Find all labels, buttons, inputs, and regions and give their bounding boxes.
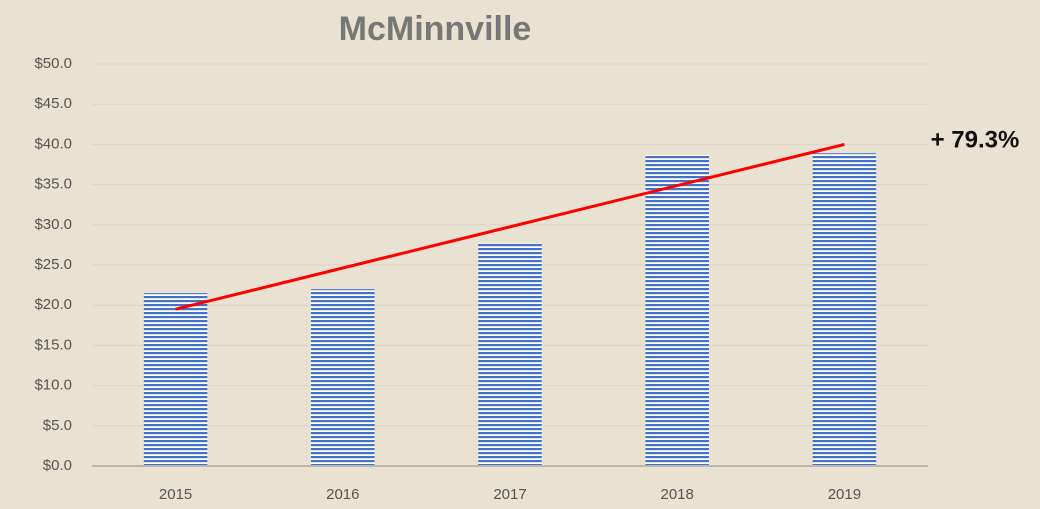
y-tick-label: $35.0: [34, 176, 72, 193]
y-tick-label: $10.0: [34, 377, 72, 394]
y-tick-label: $45.0: [34, 95, 72, 112]
y-tick-label: $5.0: [43, 417, 72, 434]
bar: [143, 293, 208, 466]
annotation: + 79.3%: [931, 126, 1020, 153]
y-tick-label: $30.0: [34, 216, 72, 233]
x-tick-label: 2017: [493, 486, 526, 503]
trend-line: [175, 142, 845, 311]
bar: [478, 243, 542, 466]
x-tick-label: 2016: [326, 486, 359, 503]
y-tick-label: $0.0: [43, 457, 72, 474]
bar: [812, 153, 877, 466]
chart-title: McMinnville: [339, 10, 532, 48]
bar: [311, 289, 375, 466]
bar: [645, 154, 709, 467]
y-tick-label: $40.0: [34, 135, 72, 152]
y-tick-label: $50.0: [34, 55, 72, 72]
x-tick-label: 2015: [159, 486, 192, 503]
x-tick-label: 2018: [661, 486, 694, 503]
y-tick-label: $25.0: [34, 256, 72, 273]
y-tick-label: $20.0: [34, 296, 72, 313]
y-tick-label: $15.0: [34, 336, 72, 353]
x-tick-label: 2019: [828, 486, 861, 503]
